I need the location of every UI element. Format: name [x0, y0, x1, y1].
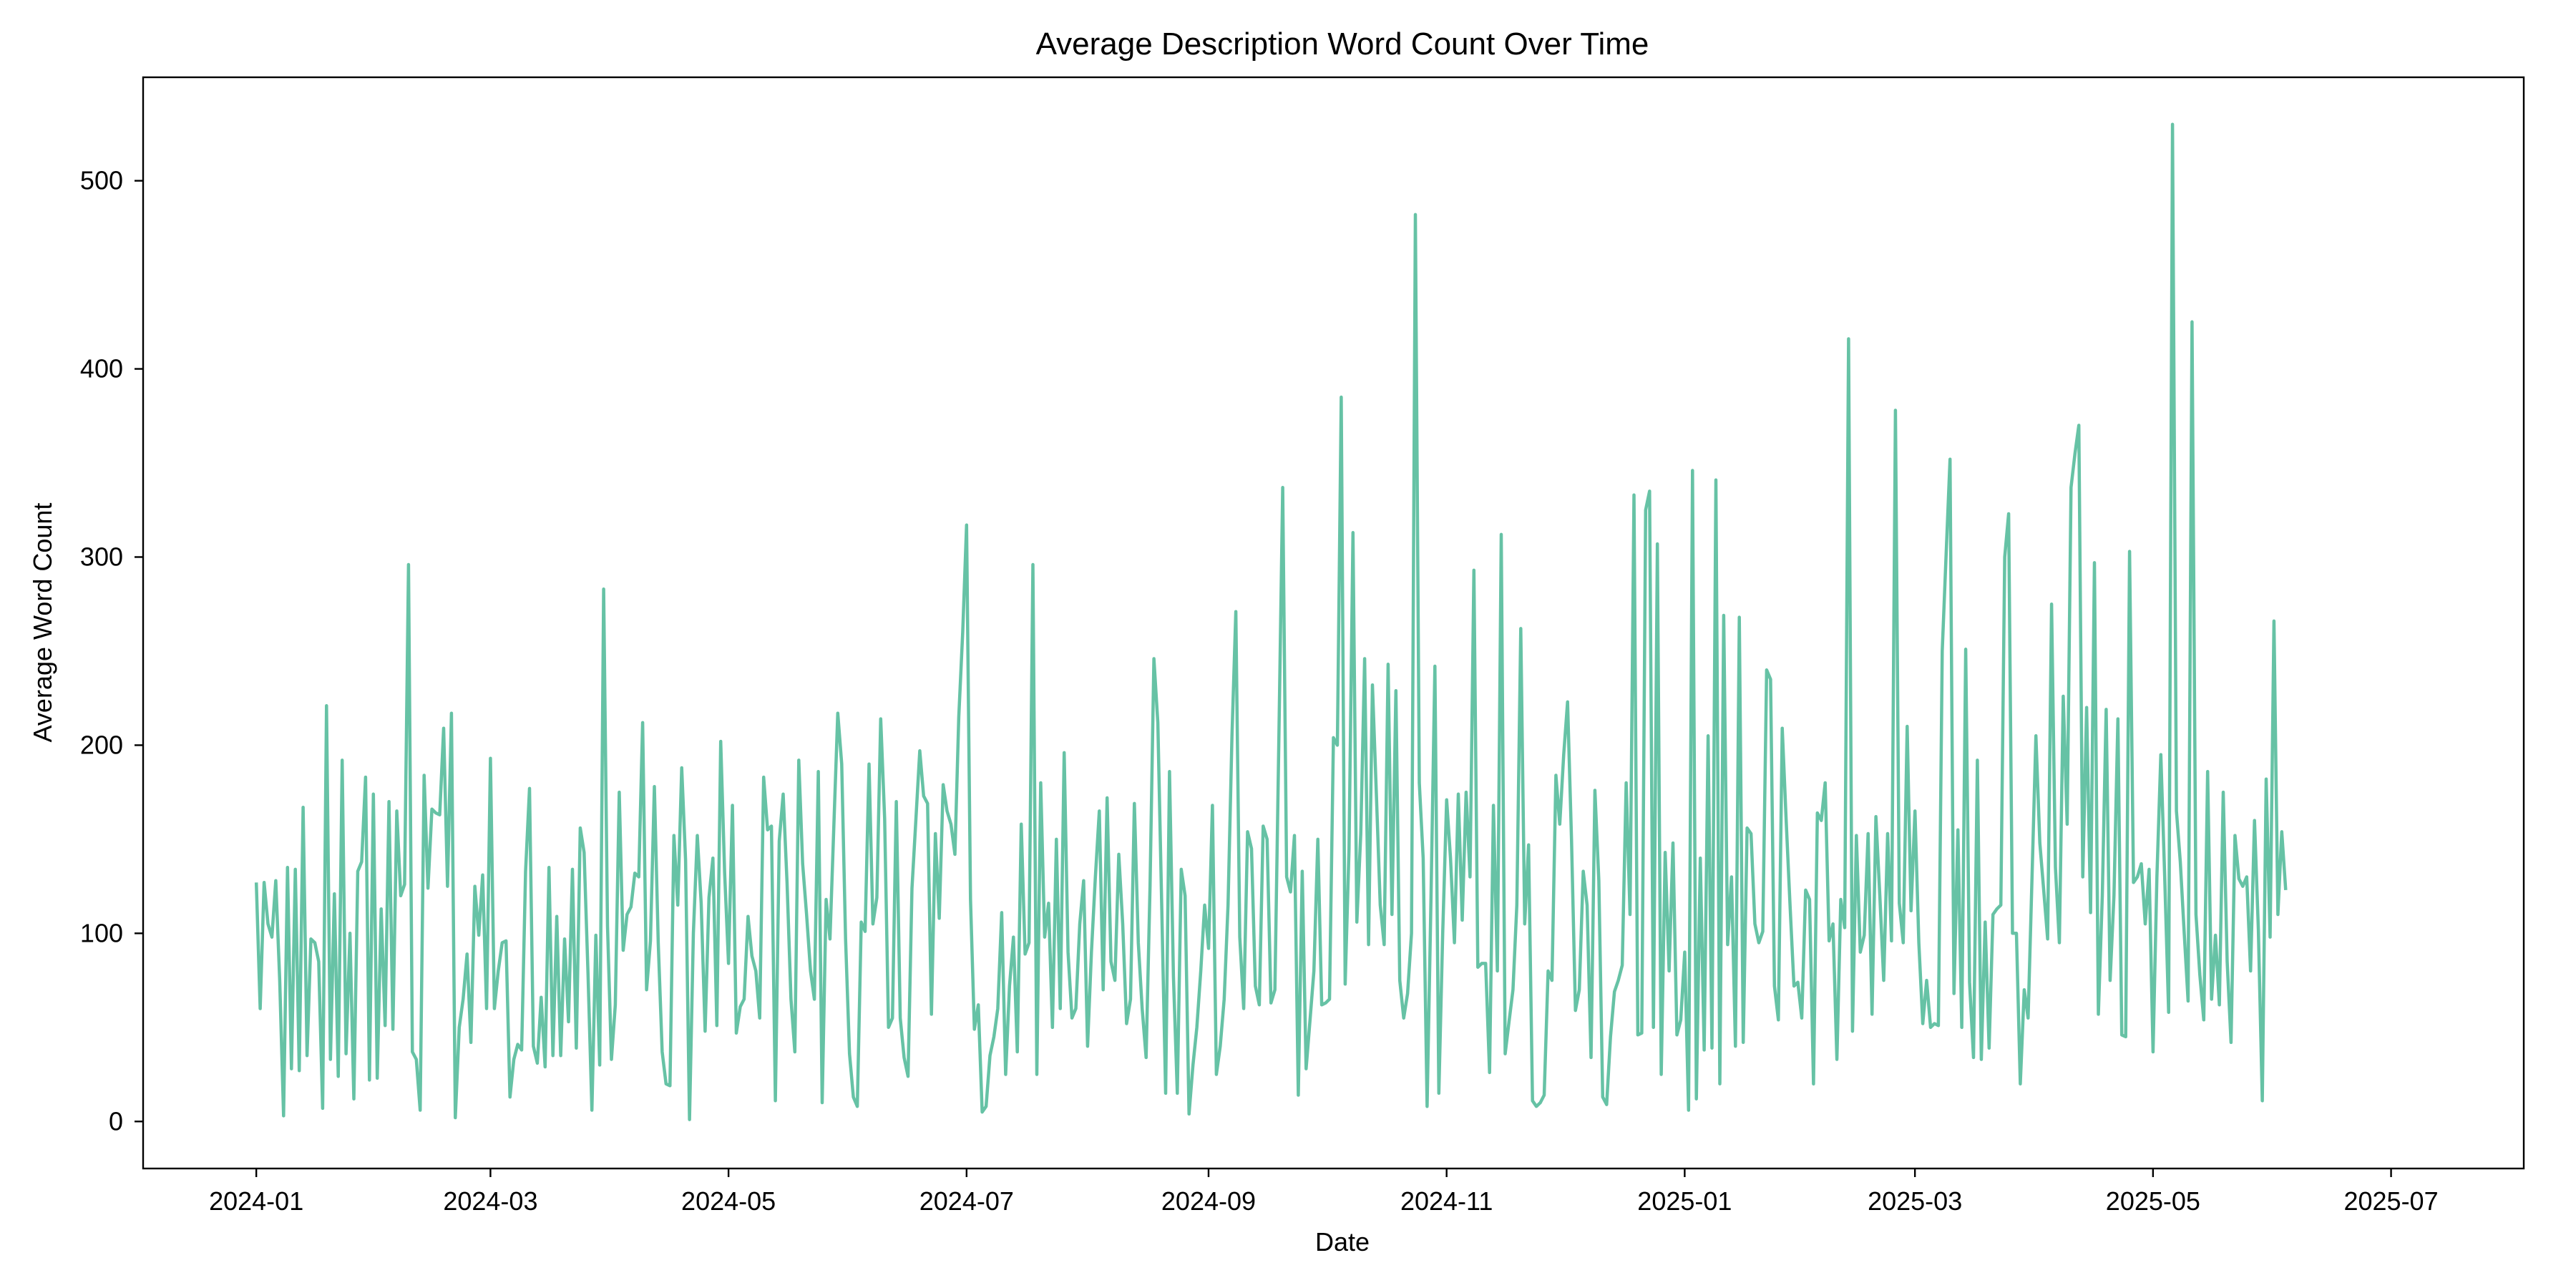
x-axis: 2024-01 2024-03 2024-05 2024-07 2024-09 2024-… [209, 1169, 2439, 1216]
x-tick-label: 2024-05 [681, 1186, 776, 1216]
y-tick-label: 500 [80, 166, 123, 195]
y-tick-label: 300 [80, 542, 123, 571]
x-tick-label: 2025-07 [2343, 1186, 2438, 1216]
series-line-0 [254, 122, 2288, 1121]
x-tick-label: 2024-03 [443, 1186, 537, 1216]
x-tick-label: 2025-01 [1637, 1186, 1732, 1216]
y-tick-label: 100 [80, 918, 123, 947]
x-tick-label: 2025-05 [2106, 1186, 2200, 1216]
y-tick-label: 0 [109, 1106, 123, 1136]
x-axis-label: Date [1315, 1227, 1370, 1257]
y-tick-label: 400 [80, 354, 123, 384]
y-axis-label: Average Word Count [28, 503, 57, 743]
x-tick-label: 2025-03 [1868, 1186, 1962, 1216]
plot-frame [142, 76, 2525, 1170]
plot-area [254, 122, 2288, 1121]
x-tick-label: 2024-11 [1400, 1186, 1493, 1216]
x-tick-label: 2024-01 [209, 1186, 303, 1216]
x-tick-label: 2024-07 [919, 1186, 1014, 1216]
y-axis: 0 100 200 300 400 500 [80, 166, 143, 1136]
x-tick-label: 2024-09 [1161, 1186, 1256, 1216]
y-tick-label: 200 [80, 730, 123, 759]
chart-title: Average Description Word Count Over Time [1036, 26, 1649, 62]
